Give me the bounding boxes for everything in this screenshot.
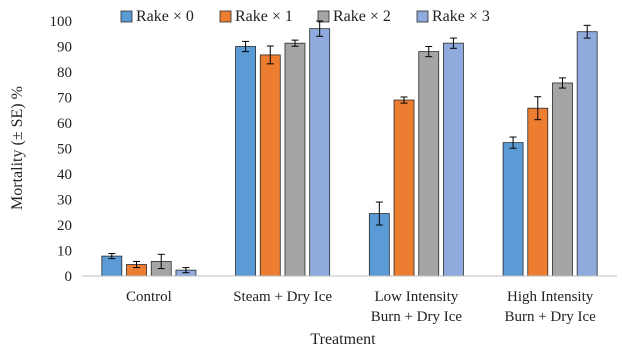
y-tick-label: 40 — [57, 167, 72, 183]
y-tick-label: 60 — [57, 116, 72, 132]
legend-label: Rake × 3 — [432, 8, 490, 25]
x-axis-title: Treatment — [310, 331, 376, 348]
x-category-label: Steam + Dry Ice — [233, 289, 332, 305]
bar — [443, 42, 464, 277]
legend-swatch — [219, 10, 232, 23]
y-tick-label: 30 — [57, 193, 72, 209]
legend: Rake × 0 Rake × 1 Rake × 2 Rake × 3 — [120, 8, 490, 25]
bar — [527, 107, 549, 277]
bar — [552, 82, 573, 277]
y-tick-label: 10 — [57, 244, 72, 260]
legend-swatch — [120, 10, 133, 23]
x-axis: Control Steam + Dry Ice Low Intensity Burn … — [82, 275, 617, 325]
bar — [502, 142, 524, 277]
bar — [418, 51, 440, 277]
y-axis: 0 10 20 30 40 50 60 70 80 90 100 — [50, 14, 73, 285]
legend-label: Rake × 0 — [136, 8, 194, 25]
legend-label: Rake × 2 — [333, 8, 391, 25]
x-category-label: Low Intensity Burn + Dry Ice — [371, 289, 463, 325]
bar — [259, 54, 281, 277]
error-bars — [108, 20, 591, 274]
x-category-label: High Intensity Burn + Dry Ice — [504, 289, 596, 325]
y-tick-label: 80 — [57, 65, 72, 81]
y-tick-label: 0 — [65, 269, 73, 285]
legend-swatch — [317, 10, 330, 23]
legend-label: Rake × 1 — [235, 8, 293, 25]
legend-swatch — [416, 10, 429, 23]
y-tick-label: 90 — [57, 40, 72, 56]
y-tick-label: 20 — [57, 218, 72, 234]
y-tick-label: 70 — [57, 91, 72, 107]
bar — [284, 42, 306, 277]
bar — [309, 28, 331, 277]
bar — [576, 31, 598, 277]
bars — [101, 28, 598, 277]
bar — [235, 46, 256, 277]
y-tick-label: 50 — [57, 142, 72, 158]
y-axis-title: Mortality (± SE) % — [9, 86, 26, 210]
x-category-label: Control — [126, 289, 172, 305]
bar — [393, 99, 415, 277]
y-tick-label: 100 — [50, 14, 73, 30]
